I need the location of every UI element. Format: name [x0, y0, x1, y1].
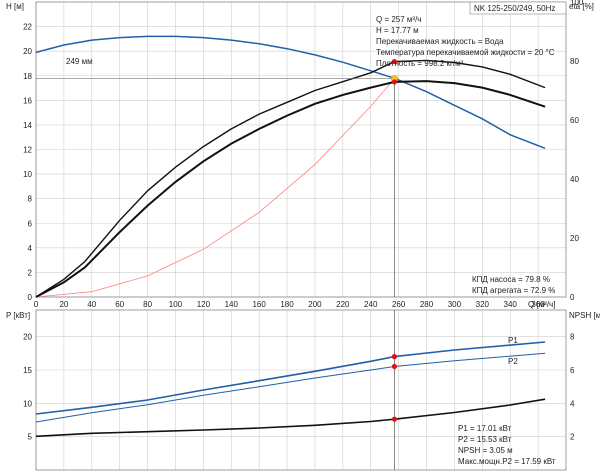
upper-plot-frame — [35, 1, 567, 298]
eff-unit-annotation: КПД агрегата = 72.9 % — [472, 286, 555, 295]
operating-info: Q = 257 м³/ч H = 17.77 м Перекачиваемая … — [376, 15, 555, 68]
annotation-density: Плотность = 998.2 кг/м³ — [376, 59, 464, 68]
series-label-p2: P2 — [508, 357, 518, 366]
series-line-p2 — [35, 352, 546, 423]
upper-series-group — [35, 35, 546, 298]
x-tick-label: 300 — [448, 300, 462, 309]
series-line-p1 — [35, 341, 546, 415]
x-tick-label: 80 — [143, 300, 152, 309]
annotation-h: H = 17.77 м — [376, 26, 419, 35]
y-tick-label: 22 — [23, 23, 32, 32]
x-tick-label: 280 — [420, 300, 434, 309]
lower-series-group — [35, 341, 546, 438]
lower-y2-tick-label: 8 — [570, 333, 575, 342]
p2-marker — [391, 363, 398, 370]
x-tick-label: 100 — [169, 300, 183, 309]
y2-tick-label: 60 — [570, 116, 579, 125]
p1-marker — [391, 354, 398, 360]
x-tick-label: 160 — [252, 300, 266, 309]
series-line-eta-unit — [35, 80, 546, 298]
y2-tick-label: 40 — [570, 175, 579, 184]
operating-point-markers — [36, 58, 398, 470]
lower-y2label: NPSH [м] — [569, 311, 600, 320]
y-tick-label: 16 — [23, 96, 32, 105]
series-line-npsh — [35, 398, 546, 438]
eff-pump-annotation: КПД насоса = 79.8 % — [472, 275, 550, 284]
lower-plot-frame — [35, 309, 567, 471]
annotation-q: Q = 257 м³/ч — [376, 15, 421, 24]
title-box — [469, 1, 567, 15]
lower-y2-tick-label: 6 — [570, 366, 575, 375]
upper-y2label: eta [%] — [569, 2, 594, 11]
x-tick-label: 240 — [364, 300, 378, 309]
lower-tick-labels: 5 10 15 20 2 4 6 8 — [23, 333, 575, 442]
y-tick-label: 2 — [28, 268, 33, 277]
lower-y-tick-label: 20 — [23, 333, 32, 342]
lower-y2-tick-label: 4 — [570, 399, 575, 408]
y-tick-label: 0 — [28, 293, 33, 302]
annotation-max-power: Макс.мощн.P2 = 17.59 кВт — [458, 457, 556, 466]
x-tick-label: 20 — [59, 300, 68, 309]
x-tick-label: 340 — [504, 300, 518, 309]
y2-tick-label: 100 — [570, 0, 584, 7]
annotation-p2: P2 = 15.53 кВт — [458, 435, 512, 444]
y-tick-label: 6 — [28, 219, 33, 228]
lower-grid — [35, 310, 566, 470]
series-line-system-curve — [35, 78, 395, 298]
annotation-p1: P1 = 17.01 кВт — [458, 424, 512, 433]
lower-ylabel: P [кВт] — [6, 311, 30, 320]
x-tick-label: 360 — [531, 300, 545, 309]
x-tick-label: 320 — [476, 300, 490, 309]
series-line-h-249 — [35, 35, 546, 149]
annotation-npsh: NPSH = 3.05 м — [458, 446, 513, 455]
x-tick-label: 140 — [225, 300, 239, 309]
curve-label-249: 249 мм — [66, 57, 93, 66]
annotation-liquid: Перекачиваемая жидкость = Вода — [376, 37, 504, 46]
y2-tick-label: 80 — [570, 57, 579, 66]
y-tick-label: 4 — [28, 244, 33, 253]
x-tick-label: 0 — [34, 300, 39, 309]
annotation-temp: Температура перекачиваемой жидкости = 20… — [376, 48, 555, 57]
npsh-marker — [391, 416, 398, 422]
upper-ylabel: H [м] — [6, 2, 24, 11]
x-tick-label: 60 — [115, 300, 124, 309]
y-tick-label: 10 — [23, 170, 32, 179]
x-tick-label: 200 — [308, 300, 322, 309]
upper-xlabel: Q [м³/ч] — [528, 300, 555, 309]
series-line-eta-pump — [35, 59, 546, 298]
y-tick-label: 8 — [28, 195, 33, 204]
chart-title: NK 125-250/249, 50Hz — [474, 4, 555, 13]
upper-tick-labels: 0 20 40 60 80 100 120 140 160 180 200 220 240 260 280 3… — [23, 0, 584, 309]
eta-pump-marker — [391, 58, 398, 65]
series-label-p1: P1 — [508, 336, 518, 345]
x-tick-label: 220 — [336, 300, 350, 309]
y-tick-label: 20 — [23, 47, 32, 56]
y-tick-label: 14 — [23, 121, 32, 130]
x-tick-label: 260 — [392, 300, 406, 309]
x-tick-label: 40 — [87, 300, 96, 309]
y2-tick-label: 0 — [570, 293, 575, 302]
lower-y-tick-label: 15 — [23, 366, 32, 375]
y2-tick-label: 20 — [570, 234, 579, 243]
lower-y2-tick-label: 2 — [570, 433, 575, 442]
y-tick-label: 18 — [23, 72, 32, 81]
x-tick-label: 120 — [197, 300, 211, 309]
power-info: P1 = 17.01 кВт P2 = 15.53 кВт NPSH = 3.0… — [458, 424, 556, 466]
x-tick-label: 180 — [280, 300, 294, 309]
lower-y-tick-label: 10 — [23, 399, 32, 408]
eta-unit-marker — [391, 79, 398, 85]
y-tick-label: 12 — [23, 146, 32, 155]
lower-y-tick-label: 5 — [28, 433, 33, 442]
